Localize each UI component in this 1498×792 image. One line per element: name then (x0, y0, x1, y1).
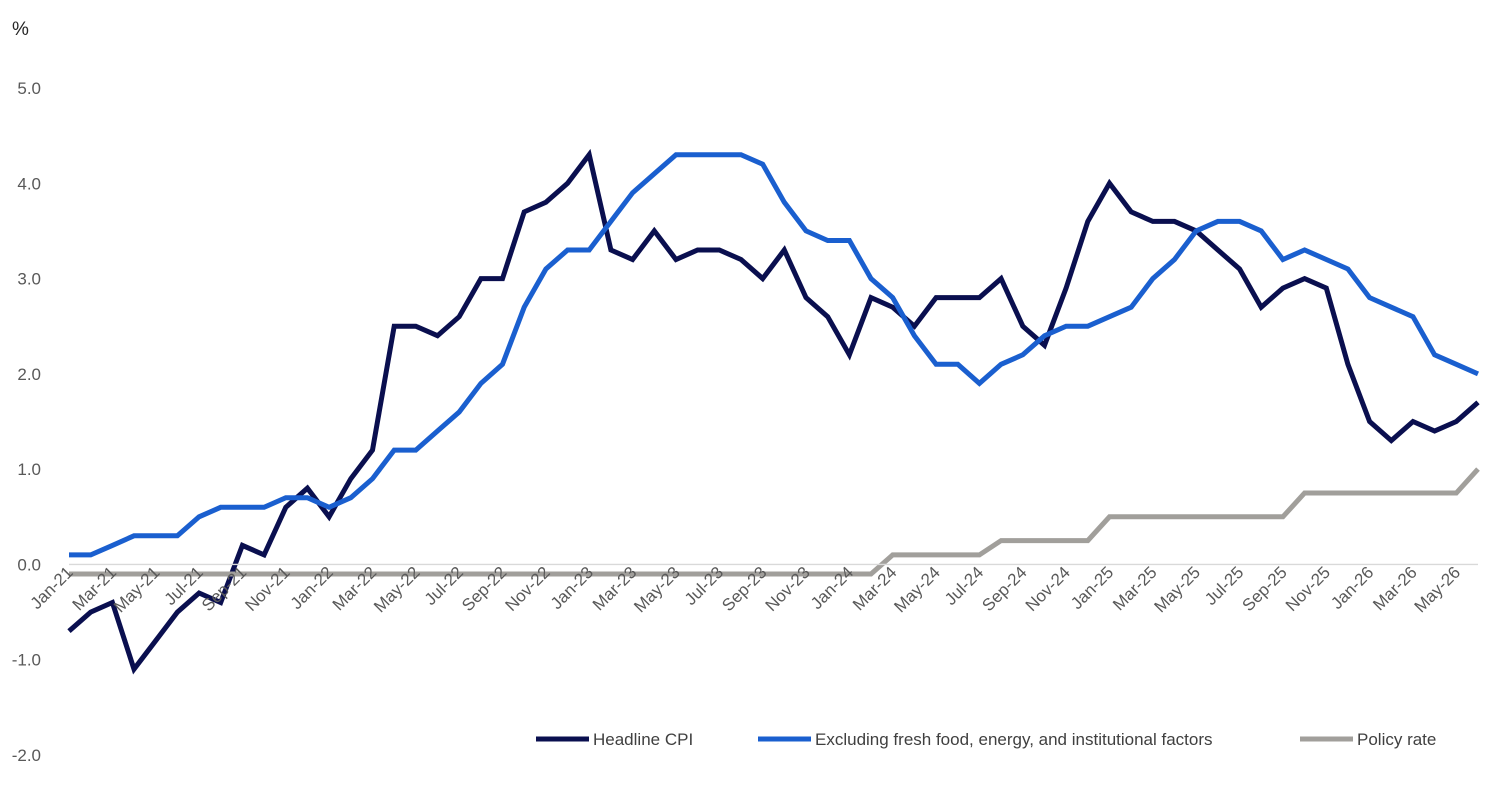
x-tick-label: May-21 (110, 563, 164, 617)
x-tick-label: Nov-24 (1022, 563, 1074, 615)
x-tick-label: Sep-23 (718, 563, 770, 615)
series-line-1 (67, 148, 1480, 675)
legend-item: Excluding fresh food, energy, and instit… (758, 730, 1213, 749)
legend-label: Policy rate (1357, 730, 1436, 749)
y-tick-label: 0.0 (17, 555, 41, 574)
x-tick-label: Jan-26 (1327, 563, 1377, 613)
y-tick-label: -2.0 (12, 746, 41, 765)
y-tick-label: -1.0 (12, 651, 41, 670)
x-tick-label: May-24 (890, 563, 944, 617)
x-axis-ticks: Jan-21Mar-21May-21Jul-21Sep-21Nov-21Jan-… (27, 563, 1465, 617)
series-line-2 (69, 152, 1480, 558)
x-tick-label: Jan-24 (807, 563, 857, 613)
x-tick-label: Sep-22 (458, 563, 510, 615)
x-tick-label: Jan-25 (1067, 563, 1117, 613)
x-tick-label: Nov-23 (762, 563, 814, 615)
legend-label: Excluding fresh food, energy, and instit… (815, 730, 1213, 749)
y-axis-unit-label: % (12, 19, 29, 40)
y-tick-label: 4.0 (17, 174, 41, 193)
y-tick-label: 5.0 (17, 79, 41, 98)
legend-label: Headline CPI (593, 730, 693, 749)
x-tick-label: Jan-22 (287, 563, 337, 613)
x-tick-label: Jan-23 (547, 563, 597, 613)
x-tick-label: May-25 (1151, 563, 1205, 617)
legend-item: Headline CPI (536, 730, 693, 749)
x-tick-label: Sep-25 (1239, 563, 1291, 615)
x-tick-label: Sep-24 (978, 563, 1030, 615)
y-tick-label: 1.0 (17, 460, 41, 479)
legend-item: Policy rate (1300, 730, 1436, 749)
legend: Headline CPI Excluding fresh food, energy… (536, 730, 1436, 749)
series-line-3 (69, 467, 1480, 577)
x-tick-label: Nov-21 (241, 563, 293, 615)
x-tick-label: May-22 (370, 563, 424, 617)
x-tick-label: Nov-25 (1282, 563, 1334, 615)
x-tick-label: May-23 (630, 563, 684, 617)
y-tick-label: 3.0 (17, 270, 41, 289)
x-tick-label: Nov-22 (502, 563, 554, 615)
x-tick-label: May-26 (1411, 563, 1465, 617)
x-tick-label: Sep-21 (198, 563, 250, 615)
series-lines (67, 148, 1480, 675)
y-axis-ticks: 5.0 4.0 3.0 2.0 1.0 0.0 -1.0 -2.0 (12, 79, 41, 765)
y-tick-label: 2.0 (17, 365, 41, 384)
